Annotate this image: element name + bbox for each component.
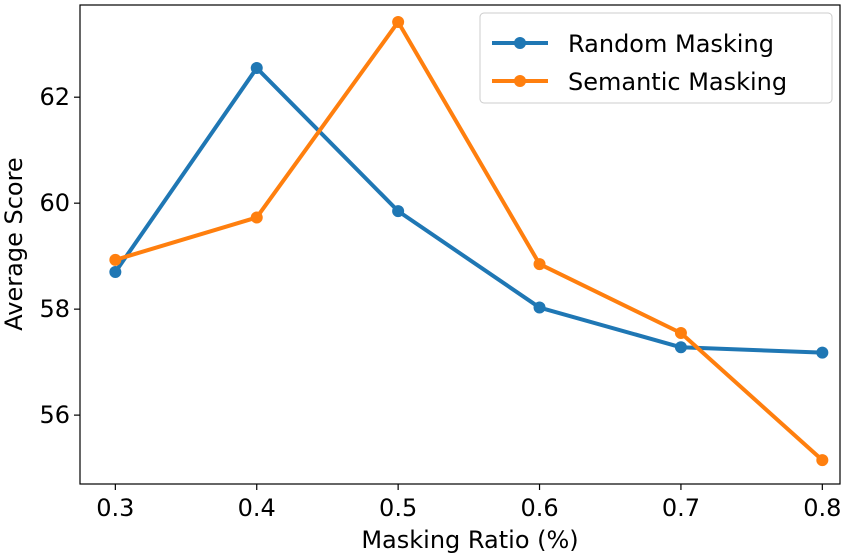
y-tick-label: 58	[39, 295, 70, 323]
point	[816, 454, 829, 467]
point	[250, 211, 263, 224]
y-tick-label: 60	[39, 189, 70, 217]
point	[533, 258, 546, 271]
line	[114, 19, 824, 462]
point	[250, 62, 263, 75]
legend-marker	[514, 75, 526, 87]
x-tick-label: 0.5	[379, 494, 417, 522]
x-tick-label: 0.3	[96, 494, 134, 522]
y-axis-label: Average Score	[0, 157, 28, 330]
point	[392, 205, 405, 218]
point	[533, 301, 546, 314]
plot-frame	[79, 4, 841, 485]
x-tick-label: 0.8	[803, 494, 841, 522]
x-axis-label: Masking Ratio (%)	[361, 526, 578, 554]
line	[113, 66, 823, 355]
legend-marker	[514, 37, 526, 49]
legend-label: Semantic Masking	[568, 68, 787, 96]
y-tick-label: 56	[39, 401, 70, 429]
x-tick-label: 0.4	[238, 494, 276, 522]
y-tick-label: 62	[39, 83, 70, 111]
point	[674, 341, 687, 354]
point	[392, 15, 405, 28]
point	[109, 266, 122, 279]
point	[816, 346, 829, 359]
x-tick-label: 0.6	[520, 494, 558, 522]
x-tick-label: 0.7	[662, 494, 700, 522]
legend-label: Random Masking	[568, 30, 774, 58]
legend-box	[479, 12, 833, 104]
point	[109, 253, 122, 266]
point	[674, 326, 687, 339]
